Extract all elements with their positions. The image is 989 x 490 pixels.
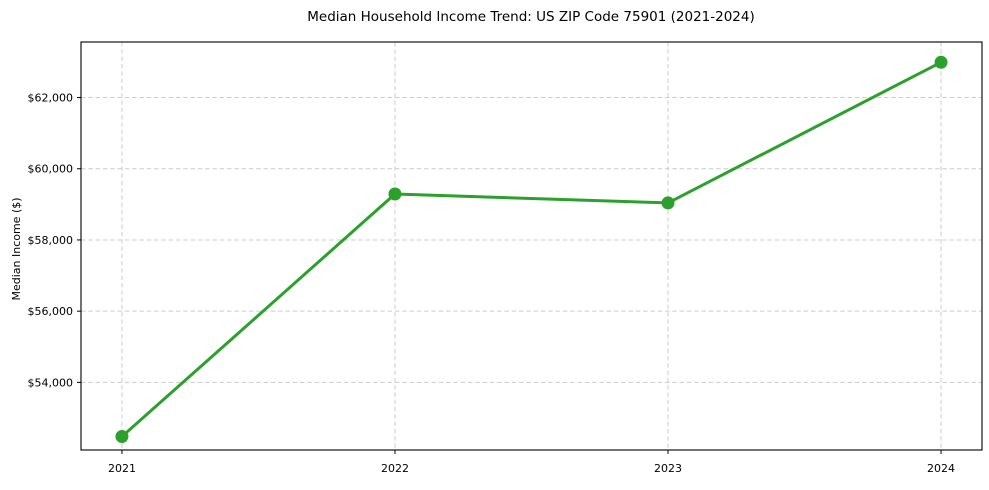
tick-labels: $54,000 $56,000 $58,000 $60,000 $62,000 2021 2… [28,92,956,475]
x-tick-label: 2023 [654,462,682,475]
axis-ticks [77,97,942,454]
data-point-2024 [934,55,948,69]
data-point-2023 [661,196,675,210]
y-axis-label: Median Income ($) [10,197,23,300]
y-tick-label: $56,000 [28,305,74,318]
data-point-2021 [115,429,129,443]
chart-title: Median Household Income Trend: US ZIP Co… [307,9,755,25]
y-tick-label: $54,000 [28,376,74,389]
x-tick-label: 2024 [927,462,955,475]
x-tick-label: 2022 [381,462,409,475]
y-tick-label: $60,000 [28,163,74,176]
income-trend-line [120,60,943,438]
plot-area-border [80,41,983,451]
data-point-2022 [388,187,402,201]
y-tick-label: $62,000 [28,92,74,105]
gridlines [81,42,982,450]
x-tick-label: 2021 [108,462,136,475]
y-tick-label: $58,000 [28,234,74,247]
data-series [115,55,948,443]
